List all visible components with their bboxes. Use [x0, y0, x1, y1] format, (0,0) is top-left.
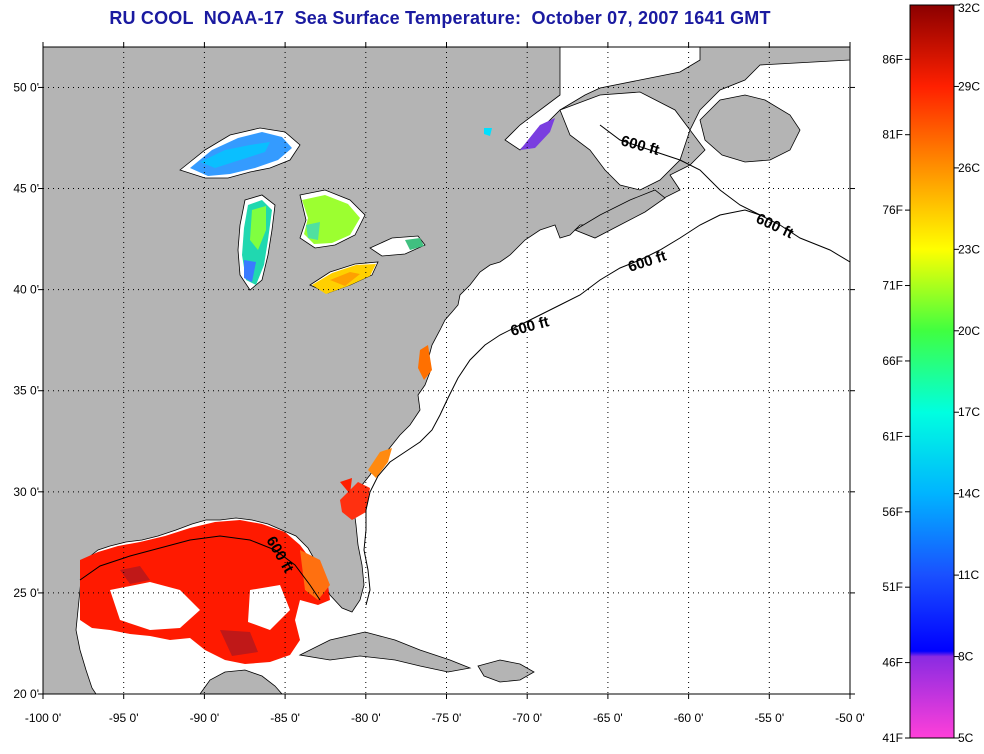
colorbar-label-f: 76F [882, 203, 903, 217]
x-tick-label: -65 0' [593, 711, 623, 725]
isobath-600ft-canada [599, 124, 761, 216]
sst-gulf-cloud-gap [110, 582, 200, 630]
sst-small-cyan [484, 128, 492, 136]
land-hispaniola [477, 659, 535, 683]
x-tick-label: -100 0' [25, 711, 61, 725]
colorbar-label-f: 41F [882, 731, 903, 745]
sst-lake-superior-inner [200, 142, 270, 168]
sst-st-lawrence [520, 118, 555, 150]
sst-florida-east [340, 482, 370, 520]
colorbar-label-c: 17C [958, 405, 980, 419]
land-yucatan [199, 669, 283, 694]
colorbar-label-c: 14C [958, 487, 980, 501]
sst-lake-michigan-blue [244, 260, 256, 282]
land-nova-scotia [574, 189, 666, 239]
sst-lake-erie-orange [330, 272, 360, 286]
land-newfoundland [699, 94, 801, 163]
colorbar-label-f: 61F [882, 429, 903, 443]
colorbar-label-f: 46F [882, 656, 903, 670]
y-tick-label: 25 0' [13, 586, 39, 600]
colorbar-label-c: 8C [958, 650, 974, 664]
y-axis-ticks: 20 0' 25 0' 30 0' 35 0' 40 0' 45 0' 50 0' [13, 80, 855, 701]
colorbar-label-c: 32C [958, 1, 980, 15]
sst-gulf-darkred [120, 566, 150, 584]
sst-carolina [368, 448, 392, 478]
colorbar-label-c: 26C [958, 161, 980, 175]
sst-gulf-cloud-gap-2 [248, 585, 290, 630]
y-tick-label: 50 0' [13, 80, 39, 94]
colorbar-label-c: 5C [958, 731, 974, 745]
x-tick-label: -50 0' [835, 711, 865, 725]
land-cuba [298, 631, 472, 673]
sst-georgia [340, 478, 352, 494]
gulf-st-lawrence [559, 91, 691, 191]
sst-florida-west [300, 550, 330, 600]
colorbar-label-c: 11C [958, 568, 979, 582]
y-tick-label: 35 0' [13, 384, 39, 398]
x-tick-label: -85 0' [270, 711, 300, 725]
sst-gulf-darkred-2 [220, 630, 258, 656]
colorbar-label-f: 51F [882, 580, 903, 594]
colorbar-label-f: 71F [882, 279, 903, 293]
x-tick-label: -55 0' [754, 711, 784, 725]
y-tick-label: 20 0' [13, 687, 39, 701]
x-tick-label: -70 0' [512, 711, 542, 725]
colorbar-label-f: 66F [882, 354, 903, 368]
x-tick-label: -75 0' [432, 711, 462, 725]
colorbar-label-c: 29C [958, 79, 980, 93]
x-axis-ticks: -100 0' -95 0' -90 0' -85 0' -80 0' -75 0' -70… [25, 42, 865, 725]
y-tick-label: 40 0' [13, 283, 39, 297]
y-tick-label: 45 0' [13, 182, 39, 196]
colorbar-label-f: 86F [882, 52, 903, 66]
colorbar-label-f: 81F [882, 128, 903, 142]
y-tick-label: 30 0' [13, 485, 39, 499]
sst-overlay [79, 118, 850, 664]
colorbar-labels: 32C 29C 26C 23C 20C 17C 14C 11C 8C 5C 86F 81F 76F 71F… [882, 1, 980, 745]
colorbar-label-f: 56F [882, 505, 903, 519]
x-tick-label: -60 0' [674, 711, 704, 725]
isobath-600ft [363, 209, 850, 606]
x-tick-label: -90 0' [190, 711, 220, 725]
x-tick-label: -95 0' [109, 711, 139, 725]
sst-chesapeake [418, 345, 432, 380]
colorbar-label-c: 23C [958, 242, 980, 256]
isobath-600ft-gulf [79, 535, 321, 601]
map-title: RU COOL NOAA-17 Sea Surface Temperature:… [109, 8, 771, 28]
x-tick-label: -80 0' [351, 711, 381, 725]
colorbar-label-c: 20C [958, 324, 980, 338]
colorbar [909, 4, 955, 739]
sst-lake-huron-teal [306, 222, 320, 240]
sst-lake-michigan-green [250, 206, 266, 250]
sst-lake-ontario [405, 238, 424, 250]
